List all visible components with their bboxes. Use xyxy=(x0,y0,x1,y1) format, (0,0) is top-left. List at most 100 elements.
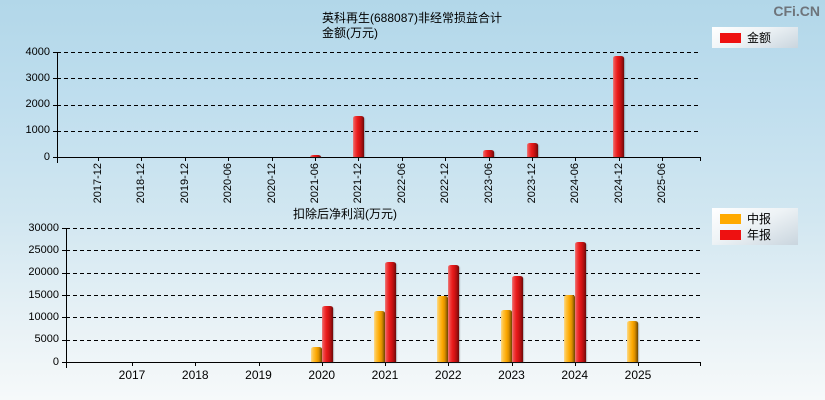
x-tick-label: 2022-06 xyxy=(395,163,408,204)
y-tick-mark xyxy=(62,317,66,319)
x-tick-label: 2021-06 xyxy=(309,163,321,204)
bar-中报-2022 xyxy=(437,295,449,362)
x-tick-label: 2021-12 xyxy=(352,163,365,204)
x-tick-mark xyxy=(98,157,99,161)
chart2-legend: 中报 年报 xyxy=(712,208,798,245)
x-tick-label: 2025-06 xyxy=(656,163,669,204)
bar-金额-2023-06 xyxy=(483,150,495,157)
legend-item: 中报 xyxy=(720,212,790,226)
x-tick-mark xyxy=(228,157,230,161)
x-tick-label: 2025 xyxy=(624,368,652,382)
chart2-title: 扣除后净利润(万元) xyxy=(293,207,397,221)
y-tick-label: 15000 xyxy=(28,288,59,301)
legend-swatch-中报 xyxy=(720,213,741,224)
y-tick-mark xyxy=(62,250,66,252)
y-tick-label: 0 xyxy=(43,150,50,163)
x-tick-label: 2018-12 xyxy=(135,163,148,204)
x-tick-label: 2018 xyxy=(181,368,209,382)
bar-中报-2025 xyxy=(627,320,638,362)
x-tick-mark xyxy=(315,157,316,161)
y-tick-mark xyxy=(53,130,57,132)
x-tick-label: 2019 xyxy=(245,368,272,382)
x-tick-label: 2020-12 xyxy=(265,163,278,204)
bar-年报-2022 xyxy=(448,264,460,362)
bar-年报-2020 xyxy=(321,305,333,362)
y-tick-label: 4000 xyxy=(25,45,50,58)
x-tick-mark xyxy=(132,362,133,366)
x-tick-mark xyxy=(618,157,620,161)
y-tick-label: 25000 xyxy=(28,243,59,256)
bar-中报-2023 xyxy=(500,309,512,362)
x-tick-label: 2020-06 xyxy=(222,163,235,204)
x-tick-label: 2023-12 xyxy=(526,163,538,204)
bar-年报-2024 xyxy=(574,241,586,362)
x-tick-label: 2024-12 xyxy=(612,163,625,204)
legend-swatch-金额 xyxy=(720,32,741,43)
x-tick-mark xyxy=(258,362,260,366)
legend-swatch-年报 xyxy=(720,229,741,240)
chart1-title-line1: 英科再生(688087)非经常损益合计 xyxy=(322,11,503,25)
y-tick-label: 0 xyxy=(52,355,59,368)
y-tick-label: 2000 xyxy=(25,98,50,110)
y-tick-label: 30000 xyxy=(28,221,59,234)
gridline-30000 xyxy=(66,228,700,229)
x-tick-label: 2020 xyxy=(308,368,336,382)
x-tick-mark xyxy=(511,362,513,366)
y-tick-mark xyxy=(53,52,57,53)
chart1-plot-area: 0 1000 2000 3000 4000 2017-12 2018-12 2019-12 20… xyxy=(26,46,701,203)
gridline-25000 xyxy=(66,250,700,252)
x-tick-mark xyxy=(271,157,273,161)
y-tick-label: 20000 xyxy=(28,266,59,279)
x-tick-mark xyxy=(574,362,576,366)
x-tick-mark xyxy=(575,157,577,161)
x-axis-line xyxy=(66,362,701,363)
chart1-legend: 金额 xyxy=(712,27,798,48)
bar-金额-2021-06 xyxy=(309,154,321,157)
y-tick-mark xyxy=(62,272,66,274)
y-tick-mark xyxy=(53,157,57,158)
legend-label: 中报 xyxy=(747,212,772,226)
bar-金额-2023-12 xyxy=(526,142,538,157)
x-tick-mark xyxy=(638,362,639,366)
legend-item: 金额 xyxy=(720,31,790,45)
x-tick-label: 2023-06 xyxy=(482,163,495,204)
x-tick-mark xyxy=(532,157,533,161)
y-tick-label: 1000 xyxy=(25,124,50,137)
y-axis-line xyxy=(66,228,67,368)
y-tick-label: 3000 xyxy=(25,71,50,84)
x-tick-label: 2017-12 xyxy=(92,163,104,204)
x-tick-label: 2022 xyxy=(434,368,462,382)
x-tick-mark xyxy=(488,157,490,161)
x-tick-mark xyxy=(445,157,447,161)
x-tick-label: 2021 xyxy=(371,368,399,382)
chart1-title: 英科再生(688087)非经常损益合计 金额(万元) xyxy=(322,11,502,41)
bar-中报-2024 xyxy=(563,295,575,362)
x-tick-label: 2023 xyxy=(498,368,525,382)
x-tick-mark xyxy=(401,157,403,161)
x-tick-mark xyxy=(321,362,323,366)
x-axis-end-tick xyxy=(700,157,701,161)
gridline-20000 xyxy=(66,272,700,274)
chart1-title-line2: 金额(万元) xyxy=(322,26,378,40)
x-tick-label: 2017 xyxy=(118,368,146,382)
bar-金额-2024-12 xyxy=(613,55,625,157)
x-tick-mark xyxy=(184,157,186,161)
x-axis-end-tick xyxy=(700,362,701,366)
x-tick-label: 2024 xyxy=(561,368,589,382)
chart2-plot-area: 0 5000 10000 15000 20000 25000 30000 2017 2018 20… xyxy=(28,222,701,382)
gridline-3000 xyxy=(57,78,700,80)
bar-中报-2020 xyxy=(310,346,322,362)
legend-item: 年报 xyxy=(720,228,790,242)
legend-label: 金额 xyxy=(747,31,772,45)
y-axis-line xyxy=(57,52,58,163)
x-tick-mark xyxy=(358,157,360,161)
x-axis-line xyxy=(57,157,701,158)
bar-年报-2021 xyxy=(385,261,396,362)
x-tick-mark xyxy=(662,157,664,161)
y-tick-label: 5000 xyxy=(34,333,59,346)
x-tick-mark xyxy=(141,157,143,161)
bar-金额-2021-12 xyxy=(352,116,364,157)
legend-label: 年报 xyxy=(747,228,772,242)
y-tick-mark xyxy=(62,339,66,341)
bar-年报-2023 xyxy=(511,276,523,362)
